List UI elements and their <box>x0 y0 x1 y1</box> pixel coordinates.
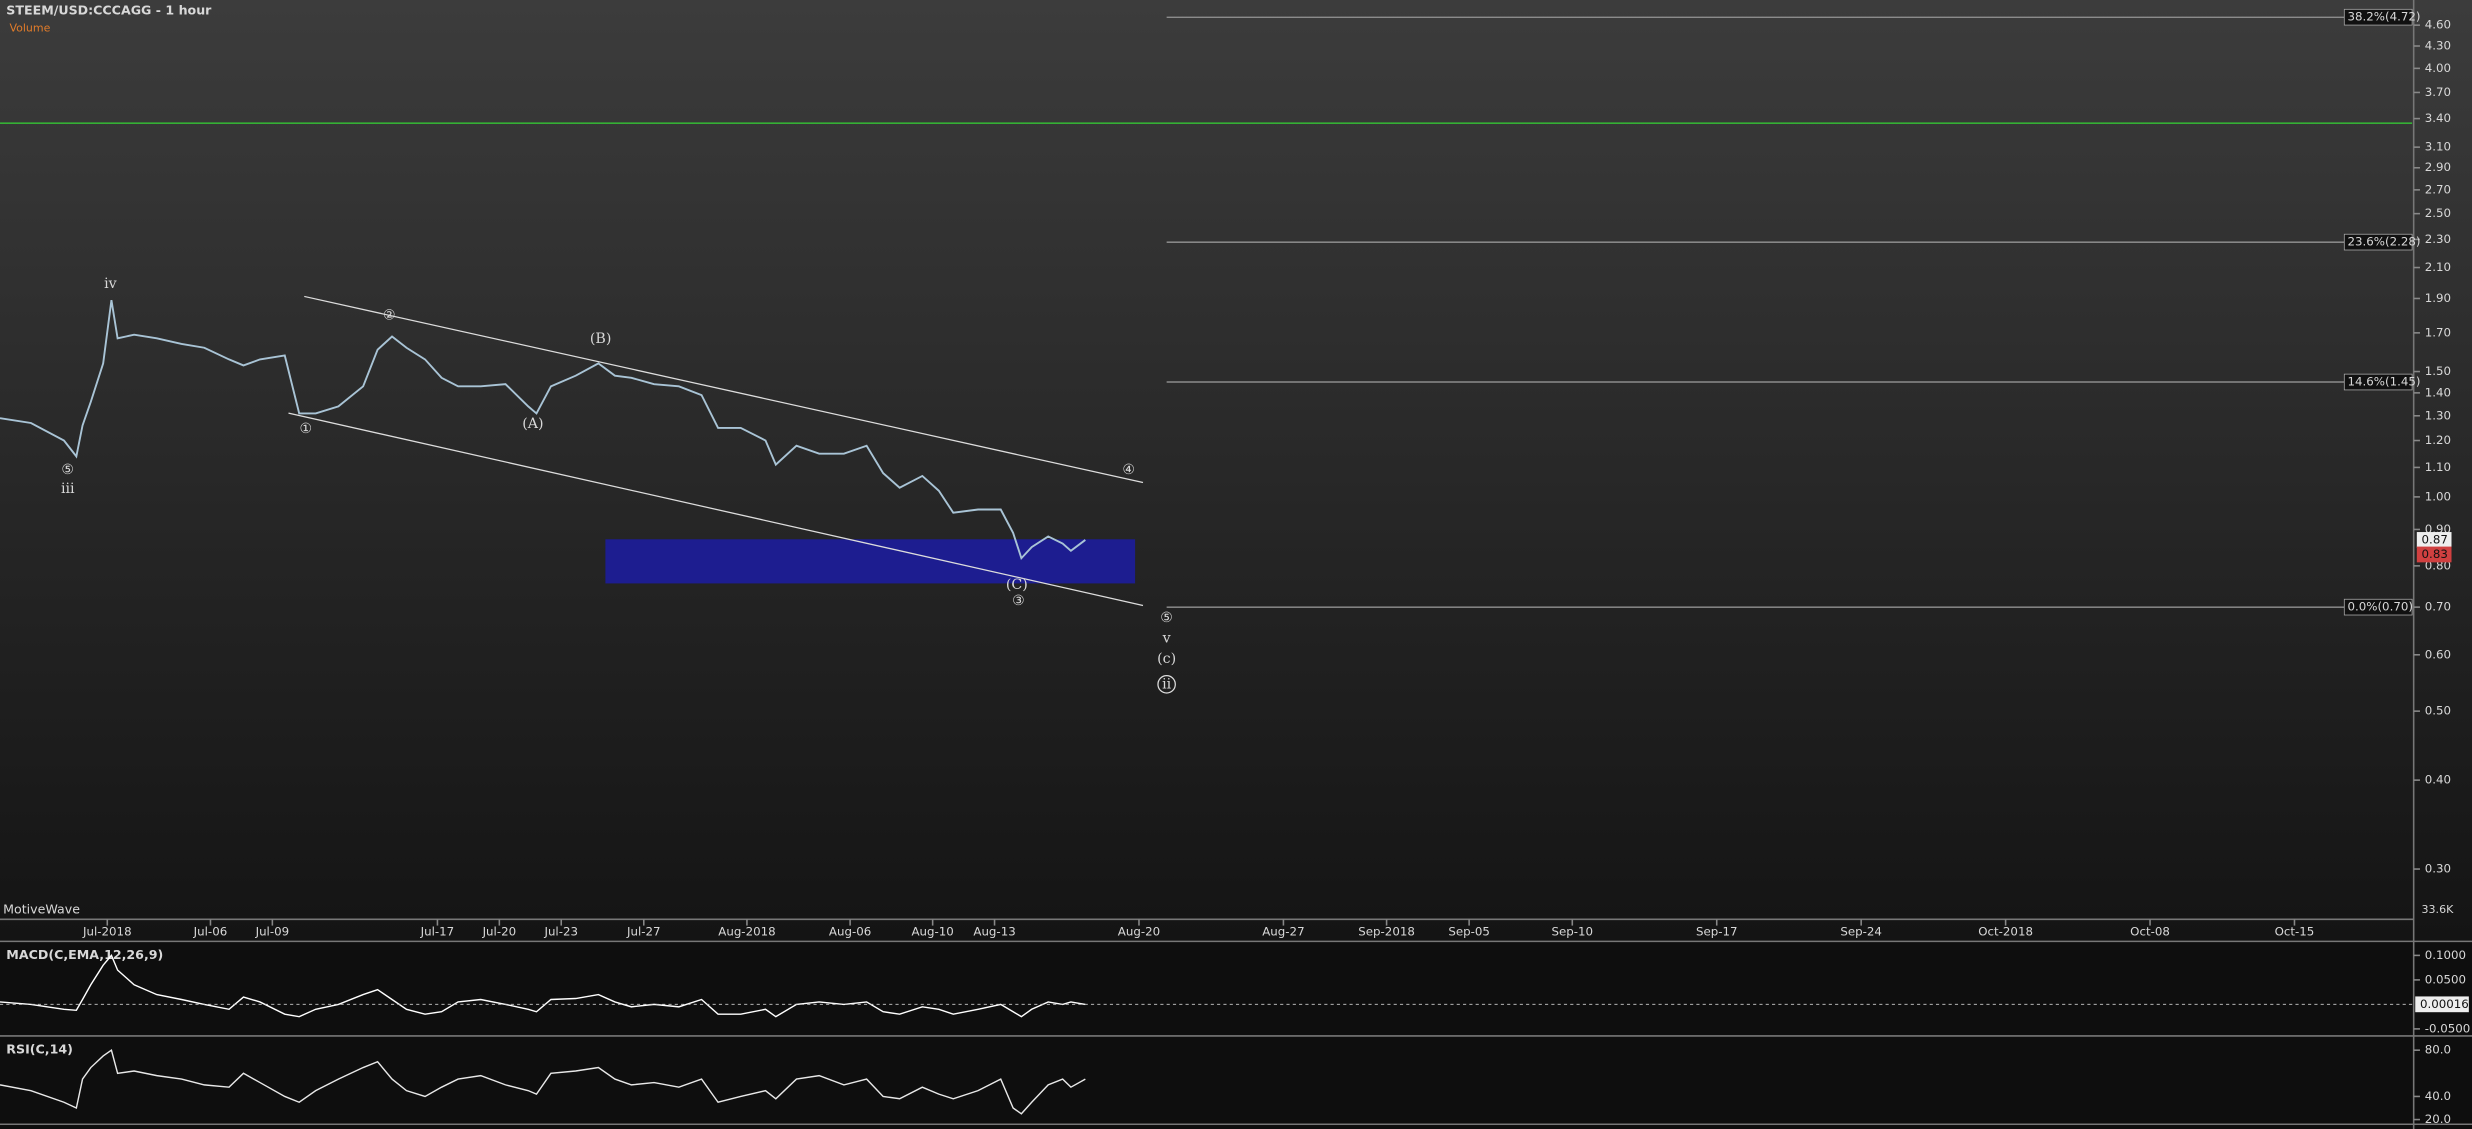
y-tick-label: 0.60 <box>2425 647 2451 661</box>
y-tick-label: 1.20 <box>2425 433 2451 447</box>
y-tick-label: 2.10 <box>2425 260 2451 274</box>
wave-label: ③ <box>1012 593 1025 609</box>
wave-circle <box>1157 675 1176 694</box>
y-tick-label: 1.50 <box>2425 364 2451 378</box>
wave-label: ② <box>383 307 396 323</box>
x-tick-label: Aug-06 <box>829 924 871 938</box>
wave-label: v <box>1162 631 1171 647</box>
wave-label: iii <box>61 481 75 497</box>
y-tick-label: 1.70 <box>2425 325 2451 339</box>
x-tick-label: Jul-2018 <box>82 924 132 938</box>
macd-title: MACD(C,EMA,12,26,9) <box>6 947 163 962</box>
indicator-line <box>0 954 1086 1018</box>
wave-label: ① <box>299 421 312 437</box>
y-tick-label: 0.0500 <box>2425 972 2466 986</box>
x-tick-label: Aug-27 <box>1262 924 1304 938</box>
price-line <box>0 299 1086 561</box>
wave-label: ii <box>1162 676 1172 692</box>
y-tick-label: 0.1000 <box>2425 948 2466 962</box>
x-tick-label: Aug-13 <box>973 924 1015 938</box>
fib-label-box <box>2343 598 2413 616</box>
x-tick-label: Sep-17 <box>1696 924 1738 938</box>
y-tick-label: 1.40 <box>2425 385 2451 399</box>
y-tick-label: 0.70 <box>2425 600 2451 614</box>
y-tick-label: 4.00 <box>2425 61 2451 75</box>
channel-line <box>304 295 1144 484</box>
y-tick-label: 2.50 <box>2425 206 2451 220</box>
price-label-box <box>2416 546 2452 563</box>
fib-label: 38.2%(4.72) <box>2347 10 2420 24</box>
value-label: 0.00016 <box>2420 997 2469 1011</box>
fib-label-box <box>2343 233 2413 251</box>
price-label: 0.87 <box>2422 532 2448 546</box>
price-label: 0.83 <box>2422 547 2448 561</box>
fib-label-box <box>2343 373 2413 391</box>
fib-label: 0.0%(0.70) <box>2347 600 2413 614</box>
chart-title: STEEM/USD:CCCAGG - 1 hour <box>6 3 212 18</box>
y-tick-label: 3.40 <box>2425 111 2451 125</box>
watermark: MotiveWave <box>3 901 80 916</box>
x-tick-label: Sep-2018 <box>1358 924 1415 938</box>
wave-label: (c) <box>1157 651 1176 667</box>
x-tick-label: Oct-2018 <box>1978 924 2033 938</box>
wave-label: (B) <box>590 331 611 347</box>
x-tick-label: Jul-20 <box>482 924 517 938</box>
x-tick-label: Sep-05 <box>1448 924 1490 938</box>
y-tick-label: 2.70 <box>2425 182 2451 196</box>
y-tick-label: 3.70 <box>2425 85 2451 99</box>
x-tick-label: Aug-20 <box>1118 924 1160 938</box>
y-tick-label: 40.0 <box>2425 1089 2451 1103</box>
x-tick-label: Oct-08 <box>2130 924 2170 938</box>
y-tick-label: 2.90 <box>2425 160 2451 174</box>
y-tick-label: 4.60 <box>2425 18 2451 32</box>
x-tick-label: Jul-09 <box>255 924 290 938</box>
wave-label: ⑤ <box>1160 610 1173 626</box>
wave-label: ⑤ <box>61 462 74 478</box>
y-tick-label: 1.10 <box>2425 460 2451 474</box>
x-tick-label: Sep-24 <box>1840 924 1882 938</box>
rsi-title: RSI(C,14) <box>6 1042 73 1057</box>
x-tick-label: Jul-23 <box>543 924 578 938</box>
y-tick-label: 0.40 <box>2425 773 2451 787</box>
y-tick-label: 0.30 <box>2425 862 2451 876</box>
x-tick-label: Aug-10 <box>911 924 953 938</box>
wave-label: (A) <box>522 416 543 432</box>
y-tick-label: 2.30 <box>2425 232 2451 246</box>
y-tick-label: 3.10 <box>2425 140 2451 154</box>
fib-label: 23.6%(2.28) <box>2347 235 2420 249</box>
y-tick-label: 4.30 <box>2425 39 2451 53</box>
wave-label: ④ <box>1122 462 1135 478</box>
y-tick-label: 1.30 <box>2425 408 2451 422</box>
fib-label-box <box>2343 8 2413 26</box>
volume-axis-label: 33.6K <box>2422 903 2455 916</box>
y-tick-label: 1.90 <box>2425 291 2451 305</box>
y-tick-label: -0.0500 <box>2425 1021 2471 1035</box>
y-tick-label: 0.50 <box>2425 704 2451 718</box>
x-tick-label: Aug-2018 <box>718 924 775 938</box>
x-tick-label: Jul-27 <box>626 924 661 938</box>
indicator-line <box>0 1049 1086 1115</box>
wave-label: iv <box>104 276 117 292</box>
target-zone <box>605 539 1136 584</box>
volume-title: Volume <box>9 21 50 34</box>
channel-line <box>288 412 1144 607</box>
y-tick-label: 80.0 <box>2425 1043 2451 1057</box>
fib-label: 14.6%(1.45) <box>2347 375 2420 389</box>
x-tick-label: Oct-15 <box>2275 924 2315 938</box>
value-box <box>2415 996 2469 1013</box>
y-tick-label: 20.0 <box>2425 1112 2451 1126</box>
wave-label: (C) <box>1006 577 1028 593</box>
price-label-box <box>2416 532 2452 548</box>
x-tick-label: Jul-06 <box>193 924 228 938</box>
y-tick-label: 1.00 <box>2425 489 2451 503</box>
x-tick-label: Jul-17 <box>420 924 455 938</box>
x-tick-label: Sep-10 <box>1552 924 1594 938</box>
